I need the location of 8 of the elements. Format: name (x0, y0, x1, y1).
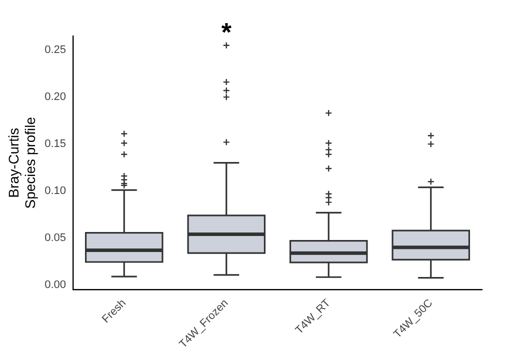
y-tick-label: 0.15 (44, 138, 66, 150)
y-tick-label: 0.10 (44, 185, 66, 198)
y-tick-label: 0.00 (44, 279, 66, 292)
y-axis-title: Bray-Curtis Species profile (5, 116, 38, 209)
y-tick-label: 0.25 (44, 44, 66, 56)
y-tick-label: 0.20 (44, 91, 66, 104)
annotation: * (221, 17, 232, 48)
y-tick-label: 0.05 (44, 232, 66, 244)
